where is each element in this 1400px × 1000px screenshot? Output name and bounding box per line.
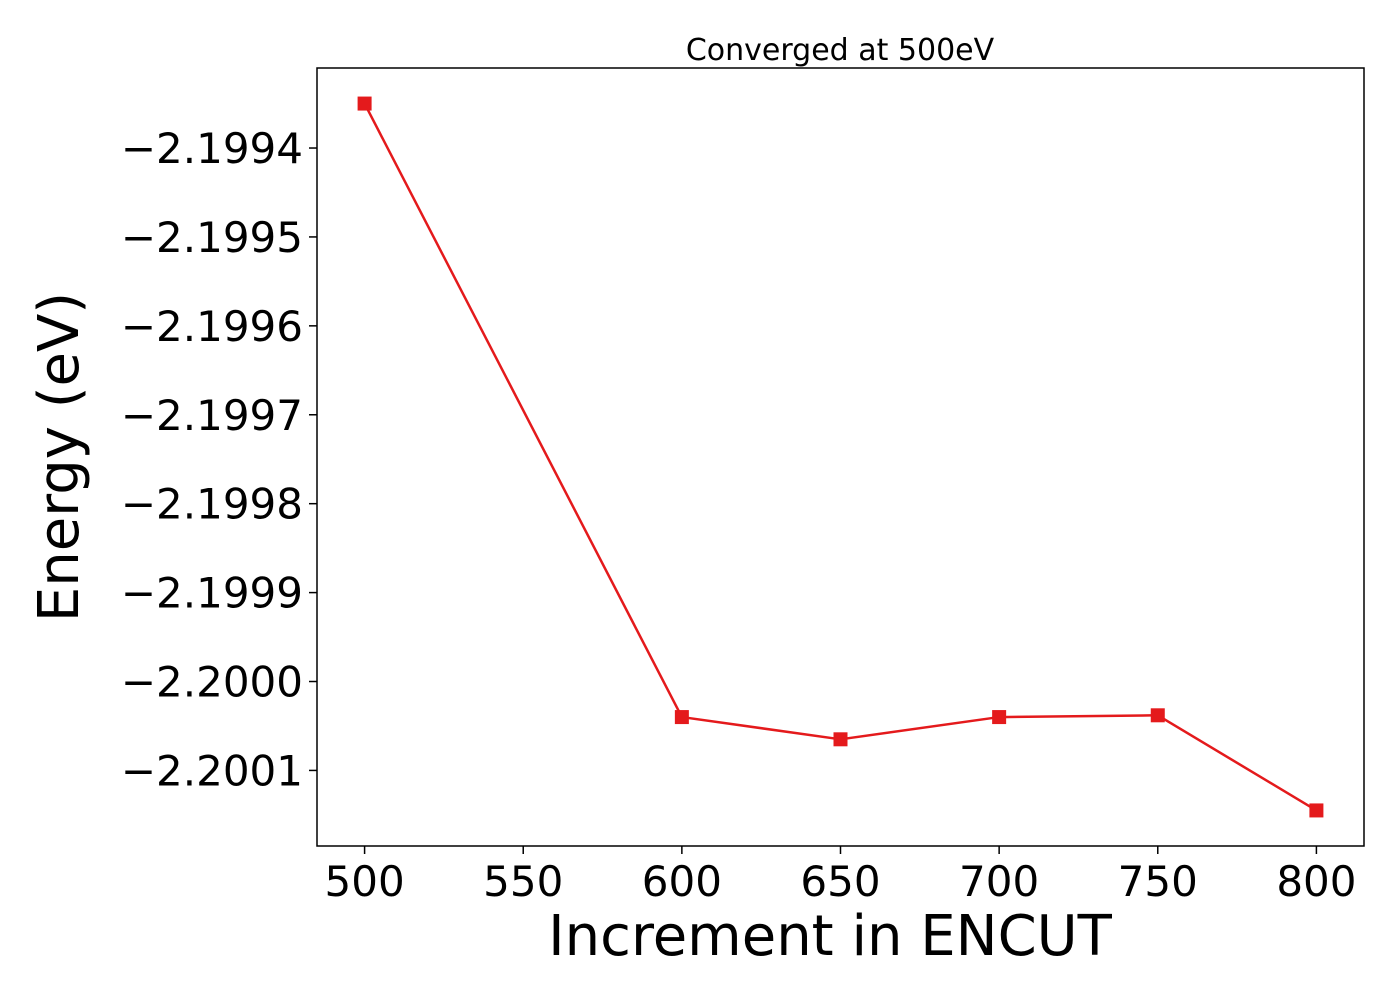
- y-axis-ticks: −2.1994 −2.1995 −2.1996 −2.1997 −2.1998 −2.19…: [121, 124, 317, 795]
- x-tick-label: 600: [642, 857, 722, 906]
- y-tick-label: −2.1999: [121, 569, 303, 618]
- x-tick-label: 500: [325, 857, 405, 906]
- x-tick-label: 650: [800, 857, 880, 906]
- data-point-marker: [833, 732, 848, 747]
- x-tick-label: 800: [1276, 857, 1356, 906]
- y-tick-label: −2.1998: [121, 480, 303, 529]
- data-point-marker: [1150, 708, 1165, 723]
- y-tick-label: −2.2001: [121, 746, 303, 795]
- data-point-marker: [674, 710, 689, 725]
- x-tick-label: 750: [1118, 857, 1198, 906]
- data-point-marker: [357, 96, 372, 111]
- series-line: [363, 102, 1318, 812]
- y-axis-label: Energy (eV): [27, 292, 92, 622]
- y-tick-label: −2.1996: [121, 302, 303, 351]
- data-point-marker: [1309, 803, 1324, 818]
- y-tick-label: −2.2000: [121, 658, 303, 707]
- y-tick-label: −2.1994: [121, 124, 303, 173]
- series-layer: [357, 96, 1324, 818]
- y-tick-label: −2.1997: [121, 391, 303, 440]
- chart-title: Converged at 500eV: [686, 33, 995, 68]
- plot-area-frame: [316, 67, 1365, 847]
- x-axis-label: Increment in ENCUT: [548, 904, 1113, 969]
- x-axis-ticks: 500 550 600 650 700 750 800: [325, 846, 1356, 906]
- y-tick-label: −2.1995: [121, 213, 303, 262]
- x-tick-label: 550: [483, 857, 563, 906]
- data-point-marker: [992, 710, 1007, 725]
- x-tick-label: 700: [959, 857, 1039, 906]
